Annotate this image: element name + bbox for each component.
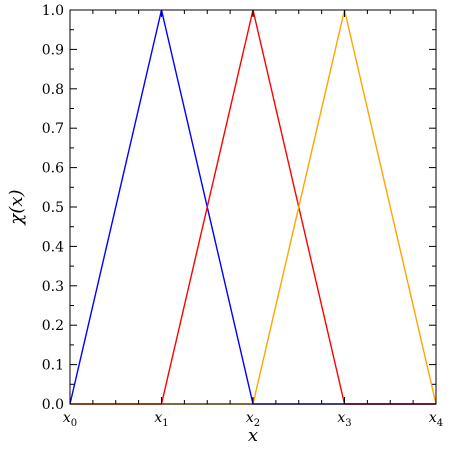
y-tick-label: 0.3 xyxy=(42,279,64,295)
y-tick-label: 0.8 xyxy=(42,82,64,98)
y-tick-label: 0.4 xyxy=(42,239,64,255)
x-axis-label: x xyxy=(248,425,258,446)
y-tick-label: 0.6 xyxy=(42,161,64,177)
x-tick-label: x1 xyxy=(154,410,168,429)
y-axis-label: χ(x) xyxy=(6,189,27,226)
ticks-layer: 0.0 0.1 0.2 0.3 0.4 0.5 0.6 0.7 0.8 0.9 1.0 x0 x1 x2 x… xyxy=(42,3,443,429)
series-layer xyxy=(69,9,437,405)
y-tick-label: 0.9 xyxy=(42,42,64,58)
series-line-1 xyxy=(70,9,436,405)
y-tick-label: 0.7 xyxy=(42,121,64,137)
y-tick-label: 1.0 xyxy=(42,3,64,19)
x-tick-label: x3 xyxy=(337,410,351,429)
x-tick-label: x2 xyxy=(246,410,260,429)
y-tick-label: 0.0 xyxy=(42,397,64,413)
series-line-0 xyxy=(69,9,436,405)
x-tick-label: x4 xyxy=(429,410,443,429)
y-tick-label: 0.2 xyxy=(42,318,64,334)
y-tick-label: 0.5 xyxy=(42,200,64,216)
series-line-2 xyxy=(70,9,437,405)
plot-frame xyxy=(69,9,437,405)
y-tick-label: 0.1 xyxy=(42,358,64,374)
x-tick-label: x0 xyxy=(63,410,77,429)
